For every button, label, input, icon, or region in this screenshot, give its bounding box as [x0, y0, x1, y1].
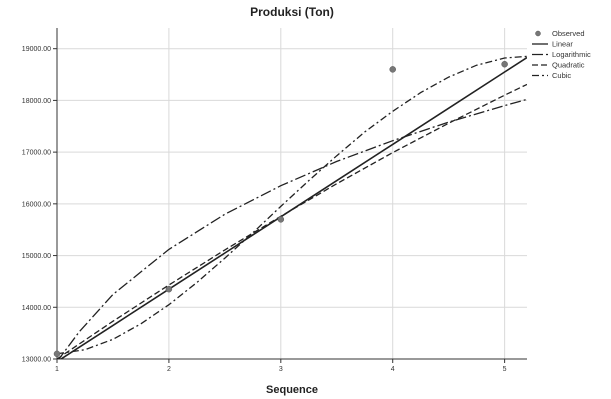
legend-label: Logarithmic [552, 50, 591, 59]
observed-points [53, 60, 508, 358]
x-tick-label: 1 [55, 366, 59, 373]
observed-point [501, 60, 508, 68]
grid [56, 28, 527, 360]
x-axis-title: Sequence [266, 384, 318, 396]
legend-item-quadratic: Quadratic [532, 61, 585, 70]
y-tick-label: 16000.00 [22, 201, 51, 208]
x-tick-label: 4 [391, 366, 395, 373]
observed-point [389, 66, 396, 73]
y-tick-label: 18000.00 [22, 98, 51, 105]
series-cubic-line [57, 55, 527, 355]
observed-point [53, 350, 61, 358]
fit-lines [57, 55, 527, 359]
legend-label: Quadratic [552, 61, 585, 70]
legend-item-linear: Linear [532, 40, 573, 49]
y-tick-label: 13000.00 [22, 357, 51, 364]
y-tick-label: 15000.00 [22, 253, 51, 260]
observed-point [165, 285, 173, 293]
legend-label: Observed [552, 29, 585, 38]
legend-item-cubic: Cubic [532, 71, 571, 80]
axes: 1 2 3 4 5 13000.00 14000.00 15000.00 16000.00 170… [22, 28, 527, 373]
x-tick-label: 5 [503, 366, 507, 373]
series-quadratic-line [57, 83, 527, 359]
chart-title: Produksi (Ton) [250, 5, 334, 19]
series-logarithmic-line [58, 98, 527, 359]
y-tick-label: 17000.00 [22, 150, 51, 157]
legend-label: Linear [552, 40, 573, 49]
legend-marker-observed [535, 30, 541, 37]
series-linear-line [59, 56, 527, 359]
legend-item-observed: Observed [535, 29, 585, 38]
legend-item-logarithmic: Logarithmic [532, 50, 591, 59]
x-tick-label: 2 [167, 366, 171, 373]
y-tick-label: 19000.00 [22, 46, 51, 53]
observed-point [277, 216, 285, 223]
legend-label: Cubic [552, 71, 571, 80]
x-tick-label: 3 [279, 366, 283, 373]
y-tick-label: 14000.00 [22, 305, 51, 312]
